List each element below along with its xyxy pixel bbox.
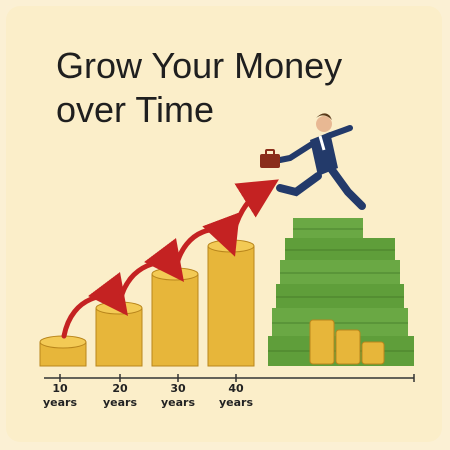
- poster-title: Grow Your Money over Time: [56, 44, 396, 132]
- businessman-leaping-icon: [260, 113, 366, 210]
- timeline-label-3: 30 years: [160, 382, 196, 409]
- timeline-label-4: 40 years: [218, 382, 254, 409]
- title-line-1: Grow Your Money: [56, 45, 343, 86]
- coin-stack-10-years: [39, 335, 87, 367]
- timeline-axis: [44, 374, 415, 382]
- coin-stack-30-years: [151, 267, 199, 367]
- title-line-2: over Time: [56, 89, 215, 130]
- timeline-label-2: 20 years: [102, 382, 138, 409]
- growth-arrows: [61, 179, 279, 339]
- cash-pile: [268, 218, 414, 366]
- coin-stack-40-years: [207, 239, 255, 367]
- coin-stack-20-years: [95, 301, 143, 367]
- timeline-label-1: 10 years: [42, 382, 78, 409]
- briefcase-icon: [260, 149, 280, 168]
